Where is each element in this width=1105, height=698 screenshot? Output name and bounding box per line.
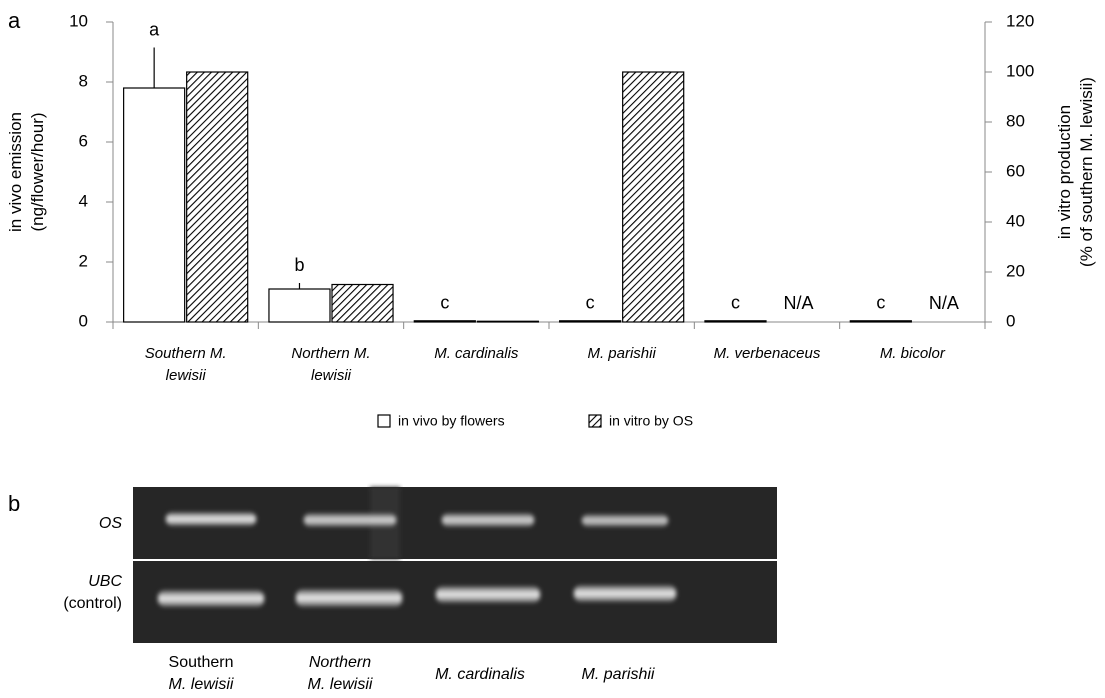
x-tick-label: Northern M. lewisii [271,343,391,387]
bar [705,321,766,322]
bar [623,72,684,322]
x-tick-label: Southern M. lewisii [126,343,246,387]
bar [269,289,330,322]
significance-label: c [731,293,740,313]
x-tick-label: M. cardinalis [416,343,536,365]
x-tick-label: M. bicolor [852,343,972,365]
panel-label: a [8,8,21,33]
y2-tick-label: 120 [1006,11,1034,30]
bar [560,321,621,322]
lane-line: Southern [136,652,266,674]
legend-swatch [589,415,601,427]
y2-axis-title-line: (% of southern M. lewisii) [1077,77,1096,267]
na-label: N/A [929,293,959,313]
y-tick-label: 10 [69,11,88,30]
bar [414,321,475,322]
significance-label: c [586,293,595,313]
y-axis-title-line: in vivo emission [6,112,25,232]
lane-line: M. cardinalis [415,664,545,686]
bar [187,72,248,322]
legend-swatch [378,415,390,427]
page: {"chart_data": {"type": "bar", "panel_la… [0,0,1105,698]
bar [124,88,185,322]
gel-row-label: UBC [88,573,122,590]
y2-axis-title: in vitro production(% of southern M. lew… [1055,77,1096,267]
significance-label: a [149,19,160,39]
y2-tick-label: 100 [1006,61,1034,80]
legend-label: in vivo by flowers [398,413,505,429]
gel-row-label: OS [99,515,122,532]
y2-tick-label: 0 [1006,311,1015,330]
y2-tick-label: 60 [1006,161,1025,180]
y-axis-title: in vivo emission(ng/flower/hour) [6,112,47,232]
lane-line: M. lewisii [275,674,405,696]
lane-label: M. cardinalis [415,664,545,686]
y2-tick-label: 40 [1006,211,1025,230]
significance-label: c [440,293,449,313]
na-label: N/A [784,293,814,313]
lane-label: M. parishii [553,664,683,686]
x-tick-label: M. verbenaceus [707,343,827,365]
y2-tick-label: 20 [1006,261,1025,280]
y-tick-label: 0 [79,311,88,330]
lane-line: M. parishii [553,664,683,686]
y2-axis-title-line: in vitro production [1055,105,1074,239]
lane-line: M. lewisii [136,674,266,696]
gel-row-sublabel: (control) [63,595,122,612]
legend-label: in vitro by OS [609,413,693,429]
y-axis-title-line: (ng/flower/hour) [28,112,47,231]
y-tick-label: 4 [79,191,88,210]
bar [332,285,393,323]
y-tick-label: 6 [79,131,88,150]
lane-line: Northern [275,652,405,674]
significance-label: c [876,293,885,313]
y-tick-label: 2 [79,251,88,270]
bar [850,321,911,322]
panel-label: b [8,491,20,516]
bar [477,321,538,322]
x-tick-label: M. parishii [562,343,682,365]
y2-tick-label: 80 [1006,111,1025,130]
significance-label: b [294,255,304,275]
y-tick-label: 8 [79,71,88,90]
